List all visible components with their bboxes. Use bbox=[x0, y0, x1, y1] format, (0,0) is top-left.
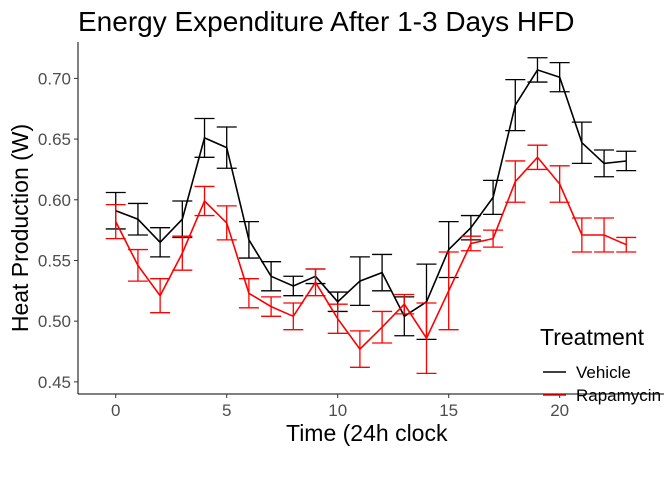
y-tick-label: 0.50 bbox=[38, 312, 71, 331]
series-line bbox=[115, 68, 627, 318]
y-tick-label: 0.55 bbox=[38, 251, 71, 270]
x-tick-label: 5 bbox=[222, 401, 231, 420]
y-tick-label: 0.45 bbox=[38, 373, 71, 392]
y-tick-label: 0.60 bbox=[38, 191, 71, 210]
y-tick-label: 0.70 bbox=[38, 69, 71, 88]
x-tick-label: 15 bbox=[439, 401, 458, 420]
legend-title: Treatment bbox=[540, 324, 645, 350]
y-tick-label: 0.65 bbox=[38, 130, 71, 149]
y-axis-title: Heat Production (W) bbox=[7, 124, 33, 332]
x-axis: 0 5 10 15 20 bbox=[78, 393, 664, 420]
x-tick-label: 0 bbox=[111, 401, 120, 420]
series-rapamycin bbox=[105, 144, 637, 375]
x-axis-title: Time (24h clock bbox=[286, 420, 448, 446]
legend: Treatment Vehicle Rapamycin bbox=[540, 324, 661, 405]
legend-label-vehicle: Vehicle bbox=[576, 363, 631, 382]
x-tick-label: 20 bbox=[550, 401, 569, 420]
y-axis: 0.45 0.50 0.55 0.60 0.65 0.70 bbox=[38, 42, 79, 394]
x-tick-label: 10 bbox=[328, 401, 347, 420]
plot-area bbox=[105, 57, 637, 375]
legend-label-rapamycin: Rapamycin bbox=[576, 386, 661, 405]
series-line bbox=[114, 156, 627, 351]
chart-title: Energy Expenditure After 1-3 Days HFD bbox=[78, 6, 574, 37]
series-vehicle bbox=[105, 57, 637, 341]
